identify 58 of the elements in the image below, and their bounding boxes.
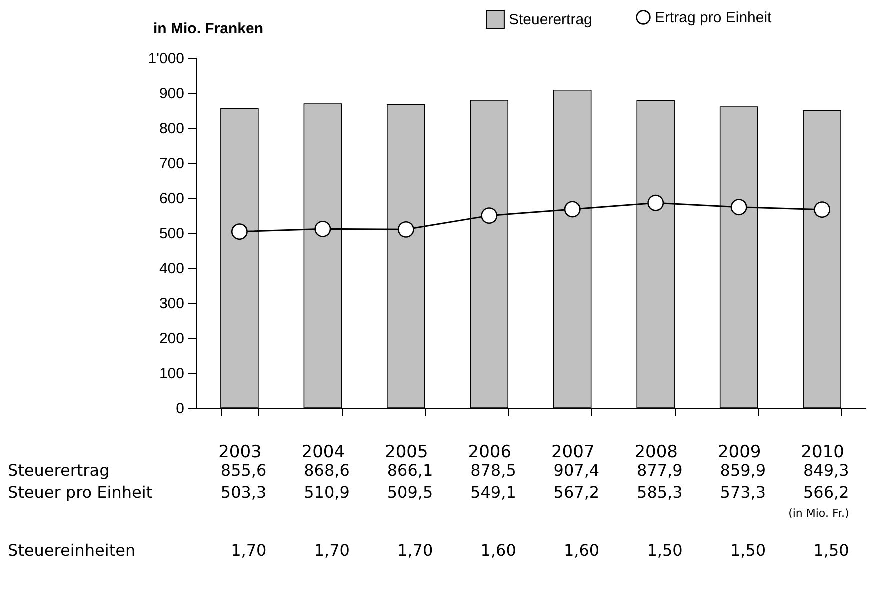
y-tick-label: 400 bbox=[159, 260, 184, 278]
y-tick-label: 600 bbox=[159, 190, 184, 208]
data-label: 859,9 bbox=[720, 461, 766, 480]
text: 1,70 bbox=[398, 541, 434, 560]
point bbox=[231, 224, 248, 240]
data-label: 510,9 bbox=[304, 483, 350, 502]
x-tick-label: 2006 bbox=[468, 442, 512, 462]
y-tick-label: 300 bbox=[159, 296, 184, 312]
text: 1,50 bbox=[730, 541, 766, 560]
text: 1,70 bbox=[314, 541, 350, 560]
point bbox=[398, 221, 414, 238]
text: Steuer pro Einheit bbox=[8, 483, 153, 502]
point bbox=[814, 202, 831, 218]
y-tick-label: 900 bbox=[159, 86, 184, 102]
x-tick-label: 2004 bbox=[302, 442, 346, 462]
data-label: 503,3 bbox=[220, 483, 267, 502]
legend-label: Ertrag pro Einheit bbox=[655, 10, 773, 26]
point bbox=[314, 220, 332, 238]
y-tick-label: 700 bbox=[159, 156, 184, 172]
x-tick-label: 2005 bbox=[385, 442, 428, 462]
x-tick-label: 2010 bbox=[801, 442, 844, 462]
text: (in Mio. Fr.) bbox=[788, 507, 850, 520]
data-label: 849,3 bbox=[803, 461, 850, 480]
y-tick-label: 0 bbox=[176, 400, 184, 418]
data-label: 868,6 bbox=[304, 461, 350, 480]
x-tick-label: 2008 bbox=[634, 442, 678, 462]
point bbox=[730, 199, 748, 216]
text: 1,60 bbox=[480, 541, 516, 560]
text: 1,50 bbox=[647, 541, 683, 560]
text: 1,70 bbox=[231, 541, 267, 560]
data-label: 509,5 bbox=[387, 483, 434, 502]
y-tick-label: 100 bbox=[159, 366, 184, 382]
text: 1,60 bbox=[564, 541, 600, 560]
data-label: 549,1 bbox=[470, 483, 516, 502]
point bbox=[564, 201, 581, 218]
y-axis-title: in Mio. Franken bbox=[153, 20, 264, 38]
data-label: 567,2 bbox=[554, 483, 600, 502]
data-label: 855,6 bbox=[220, 461, 267, 480]
x-tick-label: 2009 bbox=[718, 442, 762, 462]
data-label: 566,2 bbox=[803, 483, 850, 502]
y-tick-label: 200 bbox=[159, 330, 184, 348]
point bbox=[481, 208, 498, 224]
data-label: 585,3 bbox=[637, 483, 683, 502]
data-label: 878,5 bbox=[470, 461, 516, 480]
point bbox=[648, 194, 664, 212]
x-tick-label: 2003 bbox=[218, 442, 262, 462]
text: Steuereinheiten bbox=[8, 541, 136, 560]
text: 1,50 bbox=[814, 541, 850, 560]
data-label: 877,9 bbox=[637, 461, 683, 480]
data-label: 573,3 bbox=[720, 483, 766, 502]
text: Steuerertrag bbox=[8, 461, 110, 480]
y-tick-label: 800 bbox=[159, 120, 184, 138]
legend-label: Steuerertrag bbox=[509, 12, 592, 28]
y-tick-label: 1'000 bbox=[148, 50, 184, 68]
x-tick-label: 2007 bbox=[551, 442, 595, 462]
data-label: 907,4 bbox=[554, 461, 600, 480]
data-label: 866,1 bbox=[387, 461, 434, 480]
y-tick-label: 500 bbox=[159, 226, 184, 242]
